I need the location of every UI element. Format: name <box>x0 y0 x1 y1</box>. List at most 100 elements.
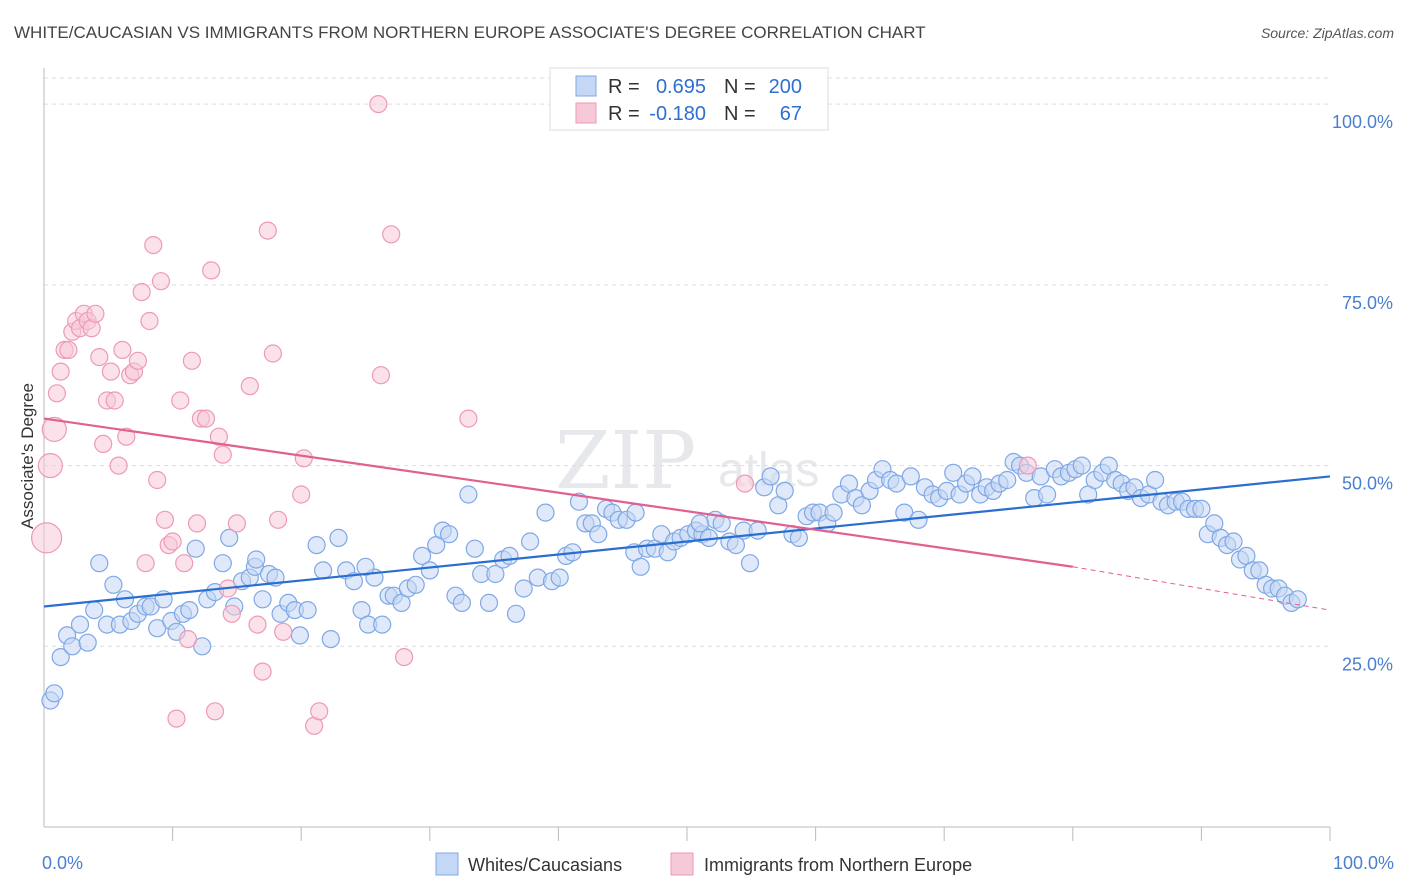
immigrants-point <box>269 510 288 529</box>
whites-point <box>500 546 519 566</box>
whites-point <box>356 557 375 576</box>
whites-point <box>789 528 809 548</box>
immigrants-point <box>294 449 313 468</box>
immigrants-point <box>132 283 151 302</box>
whites-trend-line <box>43 475 1331 608</box>
x-axis-ticks <box>172 827 1331 841</box>
whites-point <box>85 600 104 620</box>
whites-point <box>459 485 478 504</box>
whites-point <box>1072 456 1091 475</box>
legend-n-label-immigrants: N = <box>724 103 756 125</box>
whites-point <box>45 684 64 703</box>
immigrants-point <box>202 261 221 280</box>
immigrants-point <box>274 622 293 641</box>
immigrants-point <box>213 445 232 464</box>
whites-point <box>852 496 872 515</box>
whites-point <box>901 467 920 486</box>
whites-point <box>406 575 425 594</box>
whites-point <box>220 528 239 548</box>
legend-swatch-whites <box>575 75 597 97</box>
bottom-legend-swatch-whites <box>435 852 459 876</box>
immigrants-point <box>182 351 201 370</box>
immigrants-point <box>140 311 159 331</box>
immigrants-point <box>240 377 259 396</box>
whites-point <box>1288 590 1307 609</box>
immigrants-point <box>382 225 401 244</box>
immigrants-point <box>459 409 478 428</box>
whites-point <box>344 572 363 591</box>
whites-point <box>70 615 90 634</box>
legend-r-value-whites: 0.695 <box>656 76 706 98</box>
whites-point <box>824 503 843 522</box>
whites-point <box>486 564 505 584</box>
immigrants-point <box>105 391 124 410</box>
immigrants-point <box>371 366 390 385</box>
whites-point <box>569 492 589 511</box>
immigrants-point <box>178 629 198 649</box>
whites-point <box>104 575 123 594</box>
legend-n-value-whites: 200 <box>769 76 802 98</box>
whites-point <box>193 637 212 656</box>
x-tick-label-max: 100.0% <box>1333 853 1394 873</box>
whites-point <box>373 615 392 634</box>
immigrants-point <box>167 709 186 728</box>
legend-n-value-immigrants: 67 <box>780 103 802 125</box>
immigrants-point <box>148 470 167 490</box>
immigrants-point <box>292 485 311 504</box>
y-axis-tick-labels: 25.0% 50.0% 75.0% 100.0% <box>1332 112 1393 674</box>
whites-point <box>963 467 982 486</box>
whites-point <box>887 474 906 493</box>
immigrants-point <box>117 427 136 446</box>
immigrants-point <box>227 514 246 533</box>
immigrants-trend-line <box>43 417 1073 568</box>
immigrants-point <box>209 427 228 446</box>
immigrants-point <box>47 384 67 403</box>
whites-point <box>1145 470 1165 490</box>
whites-point <box>78 633 97 652</box>
immigrants-point <box>155 510 174 529</box>
immigrants-point <box>222 604 241 623</box>
whites-point <box>314 561 333 580</box>
immigrants-point <box>263 344 282 363</box>
legend-r-label-immigrants: R = <box>608 103 640 125</box>
svg-text:ZIP: ZIP <box>555 414 696 507</box>
immigrants-point <box>136 554 155 573</box>
chart-title: WHITE/CAUCASIAN VS IMMIGRANTS FROM NORTH… <box>14 23 926 42</box>
immigrants-point <box>128 351 147 370</box>
whites-point <box>761 467 780 486</box>
immigrants-point <box>1018 456 1037 475</box>
whites-point <box>626 503 645 522</box>
whites-point <box>895 503 914 522</box>
whites-point <box>514 579 533 598</box>
immigrants-point <box>175 554 194 573</box>
whites-point <box>748 521 767 540</box>
whites-point <box>298 600 317 620</box>
whites-point <box>307 535 326 555</box>
immigrants-point <box>248 615 267 634</box>
immigrants-point <box>59 340 78 359</box>
whites-point <box>944 463 963 482</box>
immigrants-point <box>253 662 272 681</box>
whites-point <box>63 637 82 656</box>
whites-point <box>452 593 471 613</box>
bottom-legend-label-whites: Whites/Caucasians <box>468 855 622 875</box>
immigrants-point <box>113 340 132 359</box>
whites-point <box>1037 485 1057 504</box>
whites-point <box>247 550 266 569</box>
whites-point <box>998 470 1017 490</box>
immigrants-point <box>37 453 64 479</box>
whites-point <box>520 532 540 551</box>
whites-point <box>321 629 340 649</box>
immigrants-point <box>41 416 67 442</box>
whites-point <box>690 514 710 533</box>
whites-point <box>740 554 760 573</box>
whites-point <box>536 503 555 522</box>
bottom-legend-label-immigrants: Immigrants from Northern Europe <box>704 855 972 875</box>
x-tick-label-min: 0.0% <box>42 853 83 873</box>
whites-point <box>148 619 167 638</box>
y-tick-label: 75.0% <box>1342 293 1393 313</box>
immigrants-point <box>205 702 225 721</box>
y-tick-label: 50.0% <box>1342 474 1393 494</box>
whites-point <box>440 525 459 544</box>
